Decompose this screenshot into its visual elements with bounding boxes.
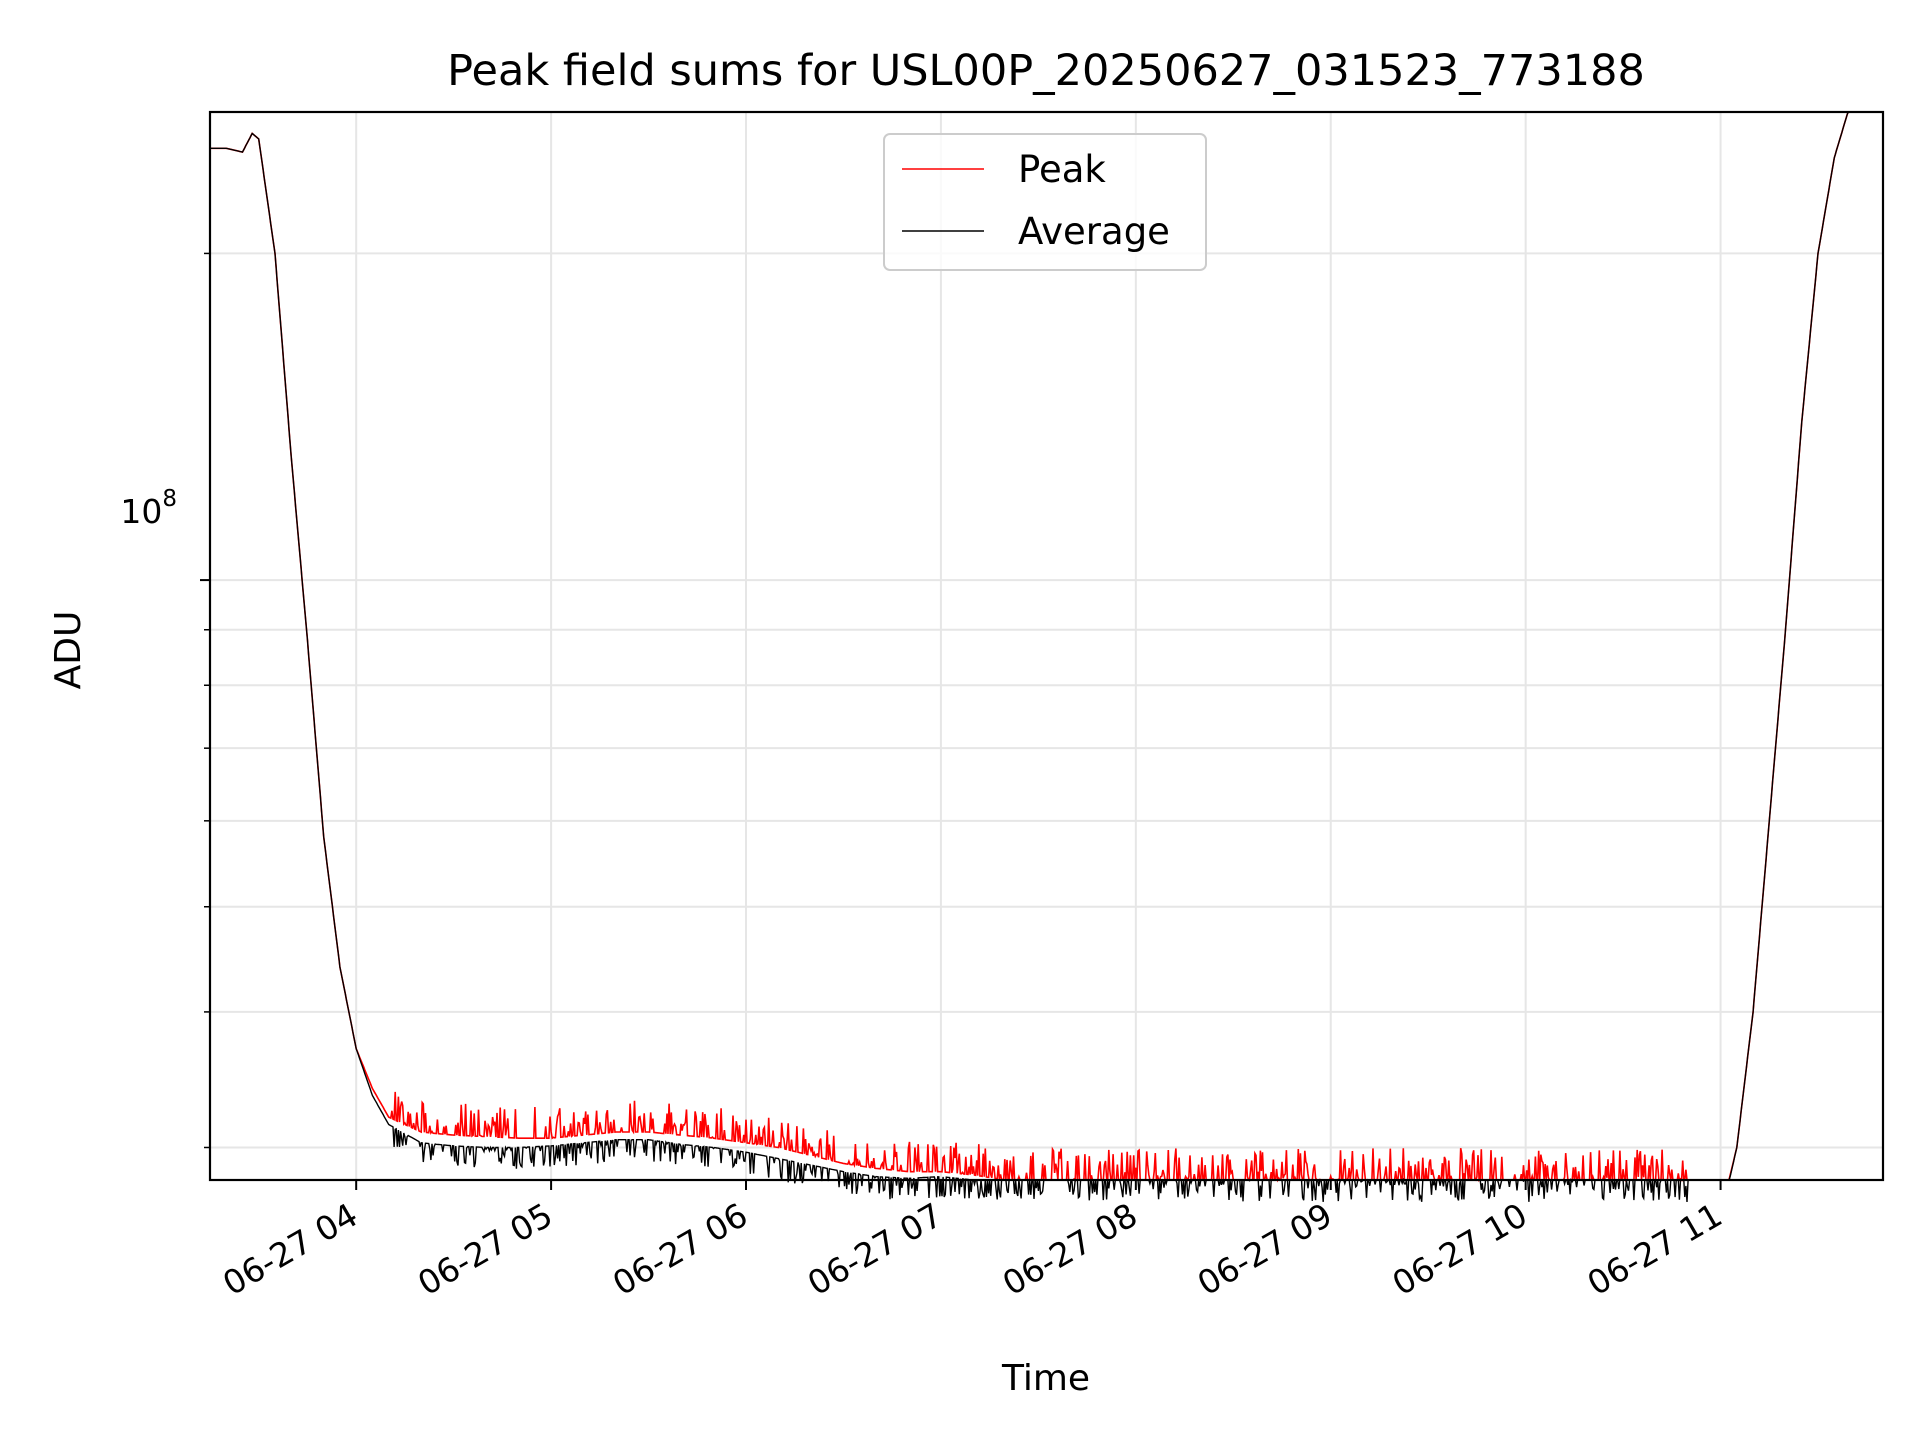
x-axis-label: Time [1001,1358,1090,1399]
legend: Peak Average [883,133,1207,271]
y-axis-ticks [200,252,210,1149]
y-tick-label-1e8: 108 [120,486,177,531]
chart-title: Peak field sums for USL00P_20250627_0315… [447,46,1645,96]
legend-box [883,133,1207,271]
y-axis-label: ADU [48,611,89,690]
grid [210,112,1883,1180]
plot-frame [208,110,1885,1182]
legend-peak-label: Peak [1018,148,1106,191]
legend-average-label: Average [1018,210,1170,253]
